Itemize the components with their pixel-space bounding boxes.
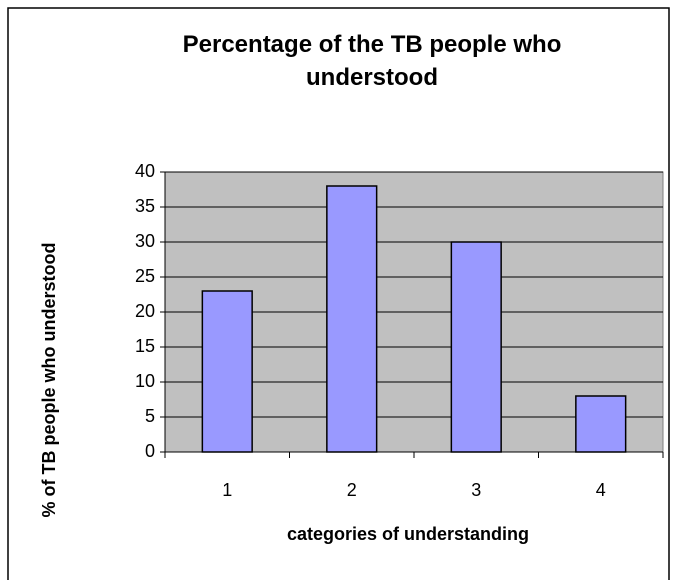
y-tick-label: 0 xyxy=(145,441,155,461)
y-tick-label: 30 xyxy=(135,231,155,251)
chart-title: Percentage of the TB people who understo… xyxy=(182,31,562,91)
y-tick-label: 35 xyxy=(135,196,155,216)
y-tick-label: 40 xyxy=(135,161,155,181)
bar xyxy=(450,241,502,453)
y-tick-label: 25 xyxy=(135,266,155,286)
bar xyxy=(326,185,378,453)
y-tick-label: 20 xyxy=(135,301,155,321)
x-tick-label: 3 xyxy=(471,480,481,500)
x-tick-label: 2 xyxy=(347,480,357,500)
y-tick-label: 15 xyxy=(135,336,155,356)
y-tick-label: 10 xyxy=(135,371,155,391)
bar xyxy=(201,290,253,453)
y-axis-label: % of TB people who understood xyxy=(39,243,59,518)
y-tick-label: 5 xyxy=(145,406,155,426)
x-tick-label: 4 xyxy=(596,480,606,500)
x-tick-label: 1 xyxy=(222,480,232,500)
bar xyxy=(575,395,627,453)
x-axis-label: categories of understanding xyxy=(287,524,529,544)
